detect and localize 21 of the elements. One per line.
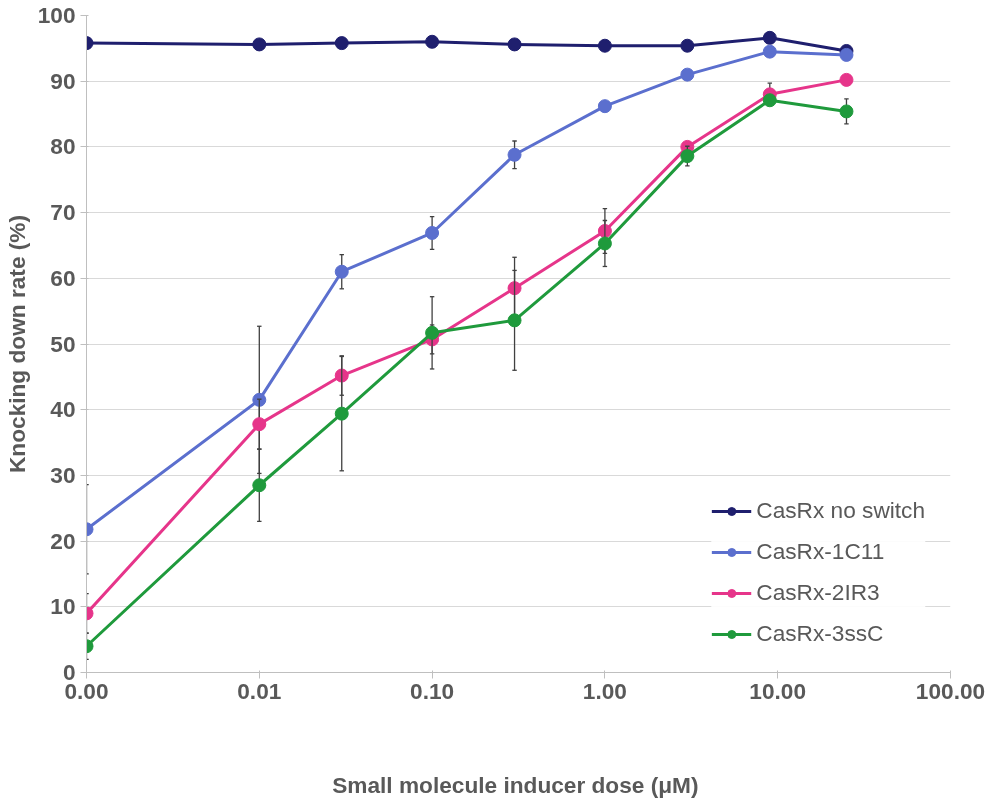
y-tick-label: 10: [50, 593, 76, 620]
y-tick-label: 30: [50, 461, 76, 488]
x-tick-label: 10.00: [749, 677, 807, 704]
x-tick-label: 0.10: [410, 677, 455, 704]
legend-label: CasRx no switch: [756, 497, 925, 524]
legend-label: CasRx-2IR3: [756, 579, 880, 606]
y-tick-label: 20: [50, 527, 76, 554]
y-tick-label: 80: [50, 133, 76, 160]
y-tick-label: 50: [50, 330, 76, 357]
legend-label: CasRx-3ssC: [756, 620, 884, 647]
legend-label: CasRx-1C11: [756, 538, 885, 565]
x-axis-title: Small molecule inducer dose (μM): [332, 771, 699, 798]
y-tick-label: 40: [50, 396, 76, 423]
x-tick-label: 0.01: [237, 677, 282, 704]
y-tick-label: 60: [50, 264, 76, 291]
y-tick-label: 100: [37, 2, 76, 28]
y-tick-label: 70: [50, 199, 76, 226]
y-tick-label: 90: [50, 67, 76, 94]
x-tick-label: 1.00: [582, 677, 627, 704]
y-axis-title: Knocking down rate (%): [3, 214, 30, 474]
x-tick-label: 100.00: [915, 677, 986, 704]
